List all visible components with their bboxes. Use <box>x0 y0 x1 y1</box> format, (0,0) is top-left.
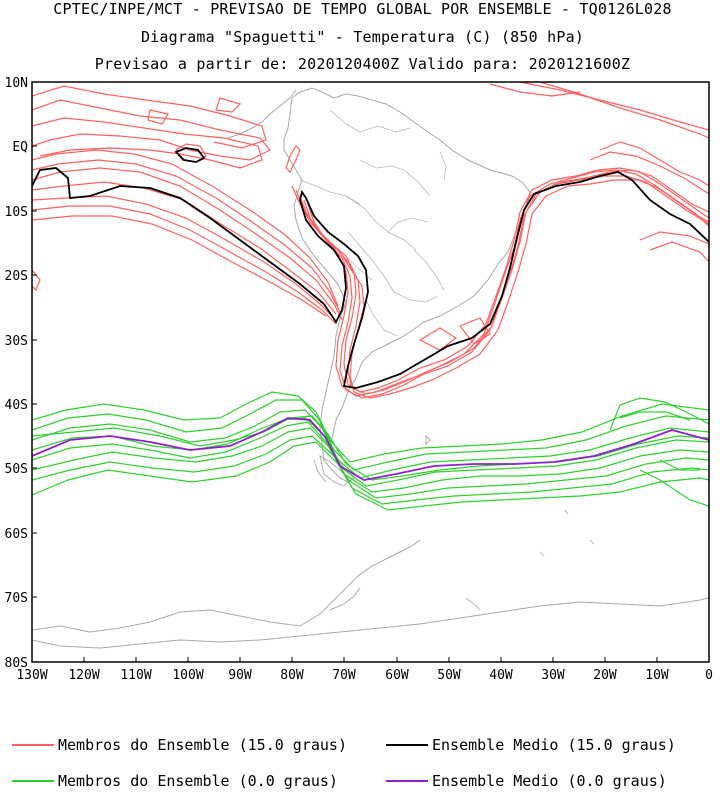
lon-label: 120W <box>68 668 99 683</box>
coastline-central-america <box>227 89 297 139</box>
lat-label: 40S <box>5 398 28 413</box>
antarctic-islands <box>465 539 595 611</box>
legend-swatch-black <box>386 744 428 746</box>
lat-label: 30S <box>5 334 28 349</box>
lon-label: 0 <box>705 668 713 683</box>
mean-15c-line <box>32 147 709 389</box>
members-15c <box>32 82 709 399</box>
lon-label: 40W <box>489 668 513 683</box>
mean-0c-line <box>32 417 709 481</box>
legend-label: Membros do Ensemble (0.0 graus) <box>58 772 338 790</box>
lon-label: 80W <box>280 668 304 683</box>
legend-swatch-green <box>12 780 54 782</box>
title-line-2: Diagrama "Spaguetti" - Temperatura (C) (… <box>140 28 585 46</box>
lat-label: 10N <box>5 76 28 91</box>
lat-label: EQ <box>12 140 28 155</box>
title-line-3: Previsao a partir de: 2020120400Z Valido… <box>94 55 631 73</box>
axis-ticks <box>31 81 710 663</box>
lon-label: 100W <box>172 668 203 683</box>
lon-label: 30W <box>541 668 565 683</box>
legend-label: Ensemble Medio (0.0 graus) <box>432 772 667 790</box>
lon-label: 130W <box>16 668 47 683</box>
plot-frame <box>31 81 710 663</box>
lon-label: 10W <box>645 668 669 683</box>
lat-label: 50S <box>5 462 28 477</box>
lat-labels: 10N EQ 10S 20S 30S 40S 50S 60S 70S 80S <box>5 76 29 671</box>
coastline-south-america <box>283 87 531 483</box>
lat-label: 60S <box>5 527 28 542</box>
coastline-antarctica <box>32 539 709 649</box>
lon-label: 90W <box>228 668 252 683</box>
lat-label: 10S <box>5 205 28 220</box>
lon-label: 50W <box>437 668 461 683</box>
lon-label: 70W <box>332 668 356 683</box>
lon-label: 20W <box>593 668 617 683</box>
lon-label: 60W <box>385 668 409 683</box>
country-borders <box>299 109 447 337</box>
lon-labels: 130W 120W 110W 100W 90W 80W 70W 60W 50W … <box>16 668 713 683</box>
title-line-1: CPTEC/INPE/MCT - PREVISAO DE TEMPO GLOBA… <box>53 0 672 18</box>
legend-mean-0: Ensemble Medio (0.0 graus) <box>386 771 667 791</box>
legend-swatch-red <box>12 744 54 746</box>
legend-label: Membros do Ensemble (15.0 graus) <box>58 736 347 754</box>
spaghetti-map: 10N EQ 10S 20S 30S 40S 50S 60S 70S 80S 1… <box>5 76 713 683</box>
lat-label: 70S <box>5 591 28 606</box>
members-0c <box>32 391 709 511</box>
legend-swatch-purple <box>386 780 428 782</box>
lon-label: 110W <box>120 668 151 683</box>
legend-members-0: Membros do Ensemble (0.0 graus) <box>12 771 338 791</box>
lat-label: 20S <box>5 269 28 284</box>
legend-members-15: Membros do Ensemble (15.0 graus) <box>12 735 347 755</box>
legend-mean-15: Ensemble Medio (15.0 graus) <box>386 735 676 755</box>
legend-label: Ensemble Medio (15.0 graus) <box>432 736 676 754</box>
lat-label: 80S <box>5 656 28 671</box>
islands-south <box>313 434 569 515</box>
